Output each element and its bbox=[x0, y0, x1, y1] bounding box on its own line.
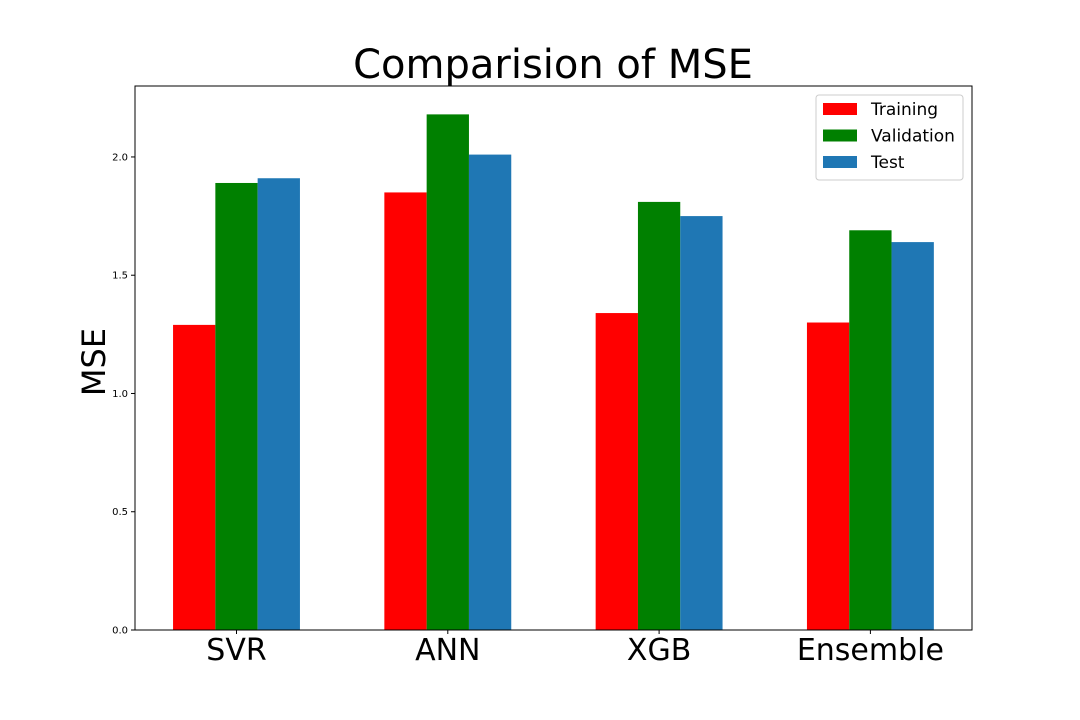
legend: Training Validation Test bbox=[815, 94, 964, 181]
bar-training-ann bbox=[384, 192, 427, 630]
bars-group bbox=[173, 114, 934, 631]
bar-validation-svr bbox=[215, 182, 258, 630]
x-tick-label-ann: ANN bbox=[415, 633, 480, 668]
bar-test-svr bbox=[257, 178, 300, 631]
bar-test-ensemble bbox=[891, 242, 934, 630]
bar-test-xgb bbox=[680, 216, 723, 630]
bar-validation-ann bbox=[426, 114, 469, 630]
legend-label-training: Training bbox=[870, 100, 938, 120]
chart-title: Comparision of MSE bbox=[353, 42, 753, 88]
legend-swatch-test bbox=[823, 156, 857, 168]
x-axis-ticks: SVR ANN XGB Ensemble bbox=[206, 630, 944, 668]
y-tick-label: 0.5 bbox=[112, 507, 128, 518]
y-tick-label: 2.0 bbox=[112, 152, 128, 163]
legend-label-validation: Validation bbox=[871, 127, 955, 147]
legend-swatch-validation bbox=[823, 129, 857, 142]
y-tick-label: 0.0 bbox=[112, 626, 128, 637]
legend-label-test: Test bbox=[870, 153, 905, 173]
x-tick-label-xgb: XGB bbox=[627, 633, 691, 668]
x-tick-label-svr: SVR bbox=[206, 633, 266, 668]
bar-training-xgb bbox=[595, 313, 638, 630]
y-axis-label: MSE bbox=[75, 328, 113, 396]
bar-training-svr bbox=[173, 324, 216, 630]
bar-validation-ensemble bbox=[849, 230, 892, 630]
x-tick-label-ensemble: Ensemble bbox=[797, 633, 944, 668]
y-tick-label: 1.5 bbox=[112, 271, 128, 282]
legend-swatch-training bbox=[823, 103, 857, 115]
bar-validation-xgb bbox=[637, 201, 681, 630]
plot-area-frame bbox=[134, 85, 973, 631]
bar-test-ann bbox=[468, 154, 512, 630]
bar-training-ensemble bbox=[806, 322, 850, 630]
y-tick-label: 1.0 bbox=[112, 389, 128, 400]
y-axis-ticks: 0.0 0.5 1.0 1.5 2.0 bbox=[112, 152, 135, 637]
